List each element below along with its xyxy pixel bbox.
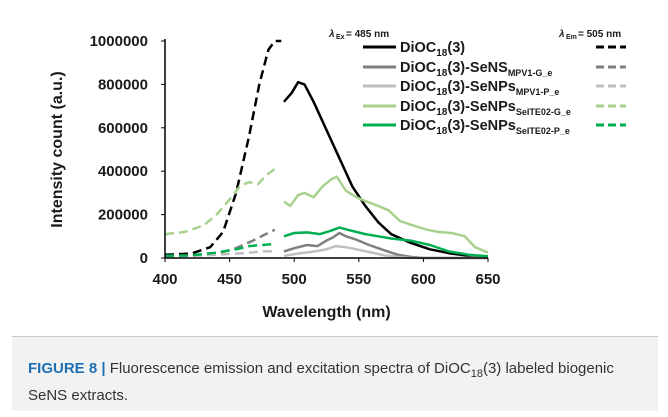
- axes: [164, 39, 488, 259]
- excitation-line-4: [164, 167, 276, 236]
- emission-line-4: [283, 175, 489, 254]
- plot-curves: [164, 39, 489, 260]
- caption-box: [12, 336, 658, 411]
- y-tick-label: 400000: [98, 163, 148, 180]
- y-tick-label: 0: [140, 250, 148, 267]
- legend-label-4: DiOC18(3)-SeNPsSeITE02-G_e: [400, 99, 571, 118]
- y-axis-title: Intensity count (a.u.): [49, 71, 66, 227]
- legend: DiOC18(3)DiOC18(3)-SeNSMPV1-G_eDiOC18(3)…: [363, 40, 626, 137]
- legend-label-3: DiOC18(3)-SeNPsMPV1-P_e: [400, 79, 559, 98]
- svg-text:λ: λ: [558, 29, 565, 40]
- y-tick-label: 800000: [98, 76, 148, 93]
- excitation-line-2: [164, 228, 276, 258]
- x-tick-labels: 400 450 500 550 600 650: [152, 258, 501, 288]
- excitation-line-1: [164, 39, 282, 256]
- y-tick-labels: 0 200000 400000 600000 800000 1000000: [90, 33, 165, 267]
- y-tick-label: 1000000: [90, 33, 148, 50]
- legend-label-1: DiOC18(3): [400, 40, 465, 59]
- x-axis-title: Wavelength (nm): [262, 304, 390, 321]
- legend-label-5: DiOC18(3)-SeNPsSeITE02-P_e: [400, 118, 570, 137]
- x-tick-label: 600: [411, 271, 436, 288]
- figure-caption: FIGURE 8 | Fluorescence emission and exc…: [28, 358, 648, 407]
- emission-line-2: [283, 231, 488, 260]
- x-tick-label: 500: [282, 271, 307, 288]
- emission-line-1: [282, 80, 489, 259]
- svg-text:Em: Em: [566, 34, 577, 41]
- legend-emission-header: λ Em = 505 nm: [558, 29, 621, 41]
- y-tick-label: 600000: [98, 120, 148, 137]
- caption-text-2: (3) labeled biogenic SeNS extracts.: [28, 360, 614, 404]
- svg-text:= 485 nm: = 485 nm: [346, 29, 389, 40]
- emission-line-5: [283, 226, 489, 258]
- svg-text:= 505 nm: = 505 nm: [578, 29, 621, 40]
- spectra-chart: 400 450 500 550 600 650 0 200000 400000 600000 80…: [49, 29, 626, 321]
- svg-text:Ex: Ex: [336, 34, 345, 41]
- caption-sub: 18: [470, 368, 483, 380]
- x-tick-label: 400: [152, 271, 177, 288]
- legend-excitation-header: λ Ex = 485 nm: [328, 29, 389, 41]
- x-tick-label: 550: [346, 271, 371, 288]
- caption-label: FIGURE 8 |: [28, 360, 106, 377]
- y-tick-label: 200000: [98, 207, 148, 224]
- x-tick-label: 650: [475, 271, 500, 288]
- x-tick-label: 450: [217, 271, 242, 288]
- emission-line-3: [283, 244, 488, 260]
- svg-text:λ: λ: [328, 29, 335, 40]
- excitation-line-5: [164, 242, 275, 258]
- legend-label-2: DiOC18(3)-SeNSMPV1-G_e: [400, 60, 552, 79]
- caption-text-1: Fluorescence emission and excitation spe…: [105, 360, 471, 377]
